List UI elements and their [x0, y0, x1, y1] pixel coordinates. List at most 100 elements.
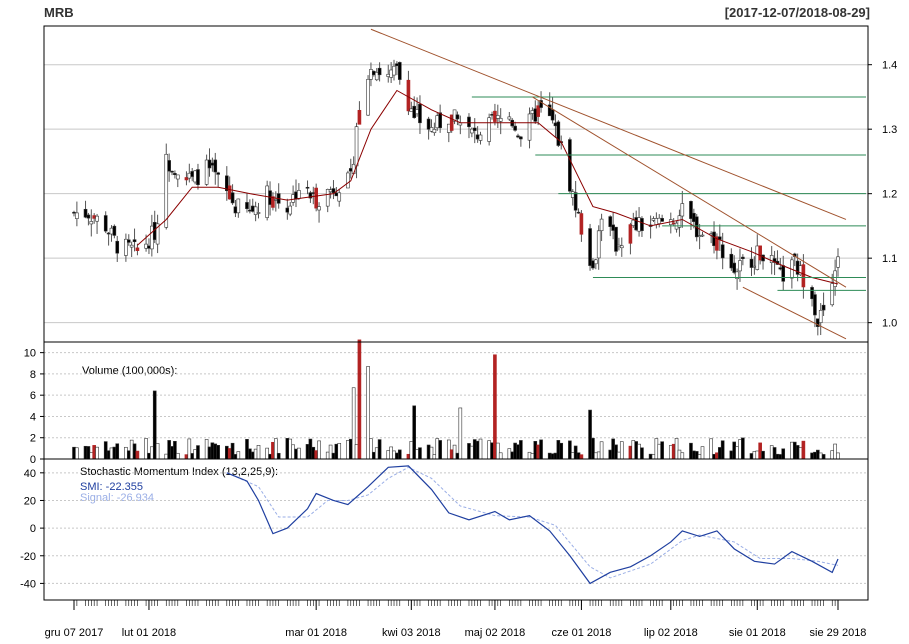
volume-bar	[550, 453, 555, 460]
volume-bar	[274, 438, 278, 460]
candle-body	[115, 240, 120, 254]
volume-bar	[291, 444, 295, 460]
volume-bar	[452, 444, 457, 460]
candle-body	[106, 232, 111, 235]
x-tick-label: lip 02 2018	[644, 627, 698, 639]
volume-bar	[570, 452, 575, 460]
candle-body	[680, 203, 685, 217]
candle-body	[409, 108, 414, 112]
volume-bar	[769, 445, 774, 460]
candle-body	[386, 73, 391, 77]
candle-body	[455, 114, 460, 120]
volume-bar	[170, 446, 174, 460]
volume-bar	[758, 442, 762, 460]
volume-bar	[386, 450, 391, 460]
volume-tick-label: 4	[30, 411, 36, 423]
moving-average-line	[137, 89, 839, 285]
volume-bar	[498, 452, 503, 460]
volume-bar	[530, 453, 535, 460]
price-tick-label: 1.1	[882, 253, 897, 265]
candle-body	[274, 199, 278, 201]
candle-body	[294, 191, 298, 200]
volume-bar	[271, 441, 275, 460]
candle-body	[720, 244, 725, 259]
volume-bar	[709, 438, 713, 460]
candle-body	[539, 100, 543, 108]
volume-bar	[749, 453, 754, 460]
volume-bar	[348, 438, 353, 460]
candle-body	[357, 109, 362, 125]
volume-bar	[426, 444, 431, 460]
candle-body	[369, 69, 373, 80]
volume-bar	[265, 447, 269, 460]
candle-body	[475, 134, 480, 140]
candle-body	[245, 202, 249, 209]
x-tick-label: cze 01 2018	[551, 627, 611, 639]
price-panel: 1.0 1.1 1.2 1.3 1.4	[44, 28, 897, 340]
volume-bar	[248, 448, 252, 460]
candle-body	[755, 245, 760, 270]
volume-bar	[415, 449, 419, 460]
candle-body	[225, 175, 229, 192]
candle-body	[265, 185, 269, 218]
candle-body	[250, 205, 255, 212]
volume-bar	[83, 445, 88, 460]
candle-body	[608, 216, 613, 227]
candle-body	[576, 211, 581, 214]
x-axis: gru 07 2017 lut 01 2018 mar 01 2018 kwi 03 …	[45, 600, 866, 639]
volume-bar	[126, 450, 131, 460]
volume-bar	[75, 447, 79, 460]
volume-bar	[397, 449, 402, 460]
volume-bar	[167, 440, 171, 460]
candle-body	[392, 65, 396, 76]
smi-line	[226, 465, 839, 585]
candle-body	[418, 103, 422, 124]
volume-bar	[328, 444, 333, 460]
volume-bar	[207, 446, 212, 460]
volume-bar	[369, 438, 373, 460]
candle-body	[184, 177, 189, 181]
volume-bar	[801, 440, 806, 460]
volume-bar	[409, 441, 414, 460]
volume-bar	[230, 442, 235, 460]
volume-bar	[377, 439, 382, 460]
volume-bar	[95, 446, 99, 460]
x-tick-label: kwi 03 2018	[382, 627, 441, 639]
candle-body	[75, 212, 79, 219]
smi-tick-label: -40	[20, 578, 36, 590]
volume-bar	[496, 442, 500, 460]
volume-bar	[694, 451, 699, 460]
volume-bar	[204, 439, 209, 460]
volume-bar	[752, 451, 757, 460]
candle-body	[596, 230, 601, 259]
volume-bar	[692, 450, 696, 460]
candle-body	[536, 105, 540, 117]
volume-bar	[308, 438, 313, 460]
volume-bar	[150, 446, 154, 460]
price-tick-label: 1.0	[882, 318, 897, 330]
candle-body	[150, 225, 154, 250]
volume-bar	[614, 444, 618, 460]
candle-body	[412, 105, 416, 118]
volume-bar	[818, 452, 823, 460]
volume-tick-label: 0	[30, 454, 36, 466]
candle-body	[801, 264, 806, 288]
volume-bar	[429, 446, 434, 460]
smi-legend: SMI: -22.355	[80, 481, 143, 493]
volume-bar	[412, 405, 416, 460]
candle-body	[732, 262, 737, 273]
volume-bar	[250, 451, 255, 460]
volume-bar	[256, 445, 261, 460]
volume-bar	[588, 409, 592, 460]
volume-bar	[337, 443, 342, 460]
candle-body	[372, 71, 376, 76]
volume-bar	[671, 443, 676, 460]
volume-bar	[735, 446, 739, 460]
volume-bar	[594, 452, 598, 460]
volume-bar	[331, 452, 336, 460]
candle-body	[271, 196, 275, 208]
candle-body	[346, 172, 350, 189]
candle-body	[308, 192, 313, 199]
candle-body	[103, 215, 108, 232]
candle-body	[697, 235, 702, 237]
